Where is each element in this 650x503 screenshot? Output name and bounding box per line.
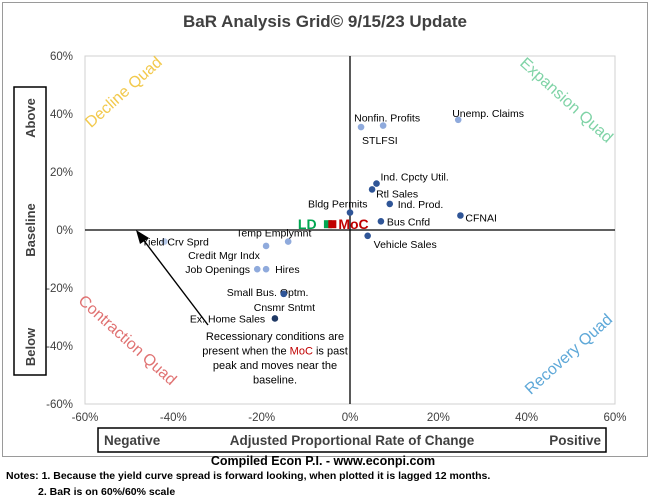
- data-label: Small Bus. Optm.: [227, 287, 309, 299]
- quadrant-label-recovery: Recovery Quad: [522, 311, 616, 398]
- annotation-arrow-line: [141, 237, 209, 326]
- x-tick-label: 0%: [342, 412, 359, 424]
- moc-marker: [328, 220, 337, 229]
- annotation-highlight-moc: MoC: [290, 346, 313, 358]
- data-point: [457, 212, 464, 219]
- annotation-line-1: Recessionary conditions are: [206, 331, 344, 343]
- quadrant-label-contraction: Contraction Quad: [75, 292, 180, 389]
- quadrant-label-decline: Decline Quad: [82, 54, 165, 132]
- annotation-line-4: baseline.: [253, 375, 297, 387]
- y-tick-label: 40%: [50, 109, 73, 121]
- credit-line: Compiled Econ P.I. - www.econpi.com: [211, 454, 435, 468]
- x-label-negative: Negative: [104, 433, 161, 448]
- quadrant-label-expansion: Expansion Quad: [516, 55, 615, 147]
- annotation-arrow-head: [136, 230, 149, 244]
- data-label: CFNAI: [465, 213, 497, 225]
- ld-marker: [323, 220, 332, 229]
- notes-line-1: Notes: 1. Because the yield curve spread…: [6, 470, 491, 482]
- data-label: Rtl Sales: [376, 188, 418, 200]
- data-point: [271, 315, 279, 322]
- notes-line-2: 2. BaR is on 60%/60% scale: [38, 486, 176, 498]
- data-point: [364, 232, 371, 240]
- data-point: [379, 122, 387, 129]
- y-tick-label: -20%: [46, 283, 73, 295]
- y-label-above: Above: [23, 98, 38, 138]
- data-point: [253, 265, 261, 273]
- data-label: Vehicle Sales: [374, 239, 437, 251]
- data-point: [280, 290, 288, 298]
- y-label-below: Below: [23, 327, 38, 366]
- y-label-box: [13, 86, 47, 376]
- y-tick-label: 20%: [50, 167, 73, 179]
- data-point: [377, 218, 385, 225]
- data-label: Ind. Prod.: [398, 199, 444, 211]
- x-tick-label: -20%: [248, 412, 275, 424]
- data-point: [284, 238, 292, 245]
- y-tick-label: -60%: [46, 399, 73, 411]
- data-point: [357, 123, 365, 131]
- annotation-line-2-end: is past: [313, 346, 348, 358]
- data-point: [161, 238, 168, 245]
- data-label: Bus Cnfd: [387, 216, 430, 228]
- y-tick-label: 0%: [56, 225, 73, 237]
- data-label: STLFSI: [362, 135, 398, 147]
- data-point: [373, 180, 380, 187]
- data-label: Hires: [275, 264, 300, 276]
- chart-frame: [2, 2, 648, 457]
- y-label-baseline: Baseline: [23, 203, 38, 256]
- y-tick-label: -40%: [46, 341, 73, 353]
- annotation-line-2-start: present when the: [202, 346, 289, 358]
- data-label: Credit Mgr Indx: [188, 250, 261, 262]
- data-point: [386, 200, 394, 208]
- annotation-line-2: present when the MoC is past: [202, 346, 348, 358]
- data-label: Nonfin. Profits: [354, 113, 420, 125]
- x-tick-label: 40%: [515, 412, 538, 424]
- data-point: [454, 116, 462, 124]
- moc-label: MoC: [338, 216, 368, 232]
- x-label-positive: Positive: [549, 433, 601, 448]
- data-label: Job Openings: [185, 264, 250, 276]
- data-label: Unemp. Claims: [452, 108, 524, 120]
- data-point: [262, 242, 270, 250]
- ld-label: LD: [298, 216, 317, 232]
- data-point: [346, 209, 354, 216]
- x-tick-label: -60%: [72, 412, 99, 424]
- y-tick-label: 60%: [50, 51, 73, 63]
- data-label: Ex. Home Sales: [190, 313, 265, 325]
- data-label: Cnsmr Sntmt: [254, 302, 315, 314]
- data-label: Bldg Permits: [308, 199, 368, 211]
- x-tick-label: 60%: [603, 412, 626, 424]
- x-label-box: [97, 427, 607, 453]
- x-tick-label: -40%: [160, 412, 187, 424]
- data-label: Temp Emplymnt: [236, 228, 311, 240]
- data-point: [262, 265, 270, 273]
- annotation-line-3: peak and moves near the: [213, 360, 337, 372]
- x-tick-label: 20%: [427, 412, 450, 424]
- data-label: Ind. Cpcty Util.: [381, 172, 449, 184]
- chart-title: BaR Analysis Grid© 9/15/23 Update: [183, 12, 467, 31]
- x-axis-title: Adjusted Proportional Rate of Change: [230, 433, 475, 448]
- data-point: [368, 186, 376, 193]
- data-label: Yield Crv Sprd: [142, 237, 209, 249]
